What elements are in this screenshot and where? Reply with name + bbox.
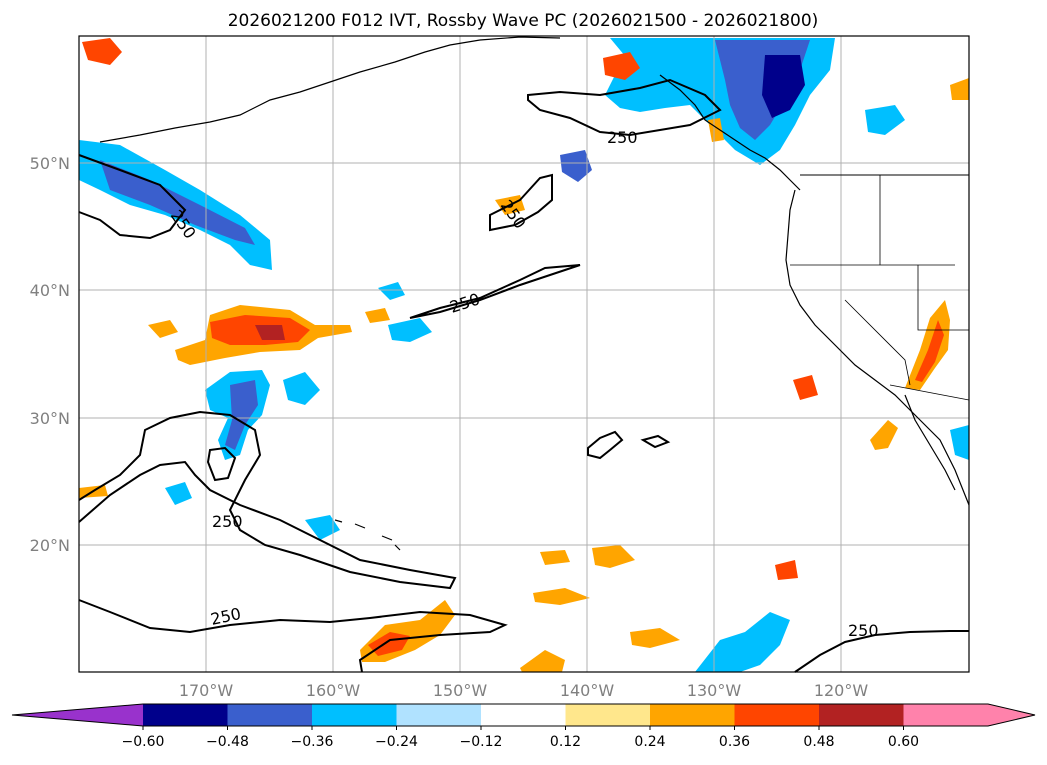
contour-gulf-alaska [527, 78, 722, 137]
negative-anomaly-southeast [695, 612, 790, 672]
contour-label-southwest: 250 [212, 512, 243, 531]
state-border-4 [844, 299, 911, 386]
positive-anomaly-small-a [148, 320, 178, 338]
contour-label-southeast: 250 [848, 621, 879, 640]
positive-anomaly-south-2 [520, 650, 565, 672]
map-frame [78, 35, 970, 673]
lon-label-160w: 160°W [306, 681, 361, 700]
negative-anomaly-small-6 [305, 515, 340, 540]
colorbar-segment-neg-060 [143, 704, 228, 726]
state-border-3 [917, 265, 969, 331]
positive-anomaly-gulf [603, 52, 640, 80]
contour-northwest [78, 154, 187, 240]
negative-anomaly-small-3 [388, 318, 432, 342]
negative-anomaly-small-4 [378, 282, 405, 300]
lon-label-130w: 130°W [687, 681, 742, 700]
colorbar-tick-label: −0.24 [375, 734, 418, 750]
colorbar-segment-pos-036 [734, 704, 820, 726]
colorbar-tick-label: 0.48 [803, 734, 834, 750]
positive-anomaly-south-core [368, 632, 410, 656]
contour-mid-band [409, 264, 581, 319]
lon-label-170w: 170°W [179, 681, 234, 700]
negative-anomaly-peak-alaska [762, 55, 805, 118]
negative-anomaly-small-8 [950, 425, 969, 460]
negative-anomaly-small-5 [865, 105, 905, 135]
ivt-anomaly-shading [79, 38, 969, 672]
colorbar-segments [11, 703, 1036, 727]
colorbar: −0.60 −0.48 −0.36 −0.24 −0.12 0.12 0.24 0.36 0.4… [11, 703, 1036, 750]
baja-coastline [904, 394, 956, 491]
colorbar-ticks: −0.60 −0.48 −0.36 −0.24 −0.12 0.12 0.24 0.36 0.4… [122, 726, 919, 750]
positive-anomaly-small-f [533, 588, 590, 605]
latitude-labels: 50°N 40°N 30°N 20°N [30, 154, 70, 555]
contour-southeast [794, 630, 969, 673]
lon-label-120w: 120°W [814, 681, 869, 700]
colorbar-tick-label: 0.60 [888, 734, 919, 750]
colorbar-tick-label: −0.60 [122, 734, 165, 750]
contour-label-gulf: 250 [607, 128, 638, 147]
us-west-coastline [785, 189, 970, 506]
lat-label-50n: 50°N [30, 154, 70, 173]
contour-southwest [78, 410, 457, 590]
contour-south [78, 599, 508, 673]
colorbar-extend-under [12, 704, 143, 726]
colorbar-segment-pos-012 [565, 704, 651, 726]
lat-label-20n: 20°N [30, 536, 70, 555]
positive-anomaly-mid-pacific-peak [255, 325, 285, 340]
alaska-coastline [99, 36, 561, 143]
negative-anomaly-small-7 [165, 482, 192, 505]
lon-label-150w: 150°W [433, 681, 488, 700]
negative-anomaly-small-2 [560, 150, 592, 182]
colorbar-segment-neg-048 [227, 704, 313, 726]
alaska-panhandle-coastline [659, 74, 801, 191]
longitude-labels: 170°W 160°W 150°W 140°W 130°W 120°W [179, 681, 869, 700]
positive-anomaly-small-c [793, 375, 818, 400]
colorbar-segment-neg-024 [396, 704, 482, 726]
colorbar-tick-label: 0.12 [550, 734, 581, 750]
colorbar-tick-label: −0.12 [460, 734, 503, 750]
colorbar-segment-pos-048 [819, 704, 904, 726]
hawaii-islands [334, 519, 401, 551]
contour-small-1 [587, 430, 624, 460]
graticule [79, 36, 969, 672]
mexico-border [889, 384, 970, 401]
colorbar-tick-label: −0.48 [206, 734, 249, 750]
negative-anomaly-mid-pacific-core [225, 380, 258, 450]
contour-mid-north [489, 173, 553, 232]
ivt-250-contours [78, 78, 969, 673]
lat-label-40n: 40°N [30, 281, 70, 300]
colorbar-tick-label: 0.24 [634, 734, 665, 750]
positive-anomaly-small-e [540, 550, 570, 565]
positive-anomaly-small-b [870, 420, 898, 450]
lon-label-140w: 140°W [560, 681, 615, 700]
positive-anomaly-small-d [592, 545, 635, 568]
positive-anomaly-california-core [915, 320, 944, 382]
map-panel: 250 250 250 250 250 250 250 [78, 35, 970, 673]
colorbar-tick-label: −0.36 [291, 734, 334, 750]
figure-title: 2026021200 F012 IVT, Rossby Wave PC (202… [228, 11, 819, 31]
negative-anomaly-small-1 [283, 372, 320, 405]
positive-anomaly-northwest [82, 38, 122, 65]
positive-anomaly-small-k [950, 78, 969, 100]
colorbar-tick-label: 0.36 [719, 734, 750, 750]
positive-anomaly-small-h [775, 560, 798, 580]
colorbar-segment-over-block [903, 704, 988, 726]
colorbar-extend-over [988, 704, 1035, 726]
colorbar-segment-zero [481, 704, 566, 726]
coastlines [99, 36, 970, 551]
contour-small-2 [640, 434, 671, 449]
lat-label-30n: 30°N [30, 409, 70, 428]
contour-small-3 [206, 446, 237, 482]
colorbar-segment-neg-036 [312, 704, 397, 726]
positive-anomaly-small-i [365, 308, 390, 323]
colorbar-segment-pos-024 [650, 704, 735, 726]
positive-anomaly-small-g [630, 628, 680, 648]
